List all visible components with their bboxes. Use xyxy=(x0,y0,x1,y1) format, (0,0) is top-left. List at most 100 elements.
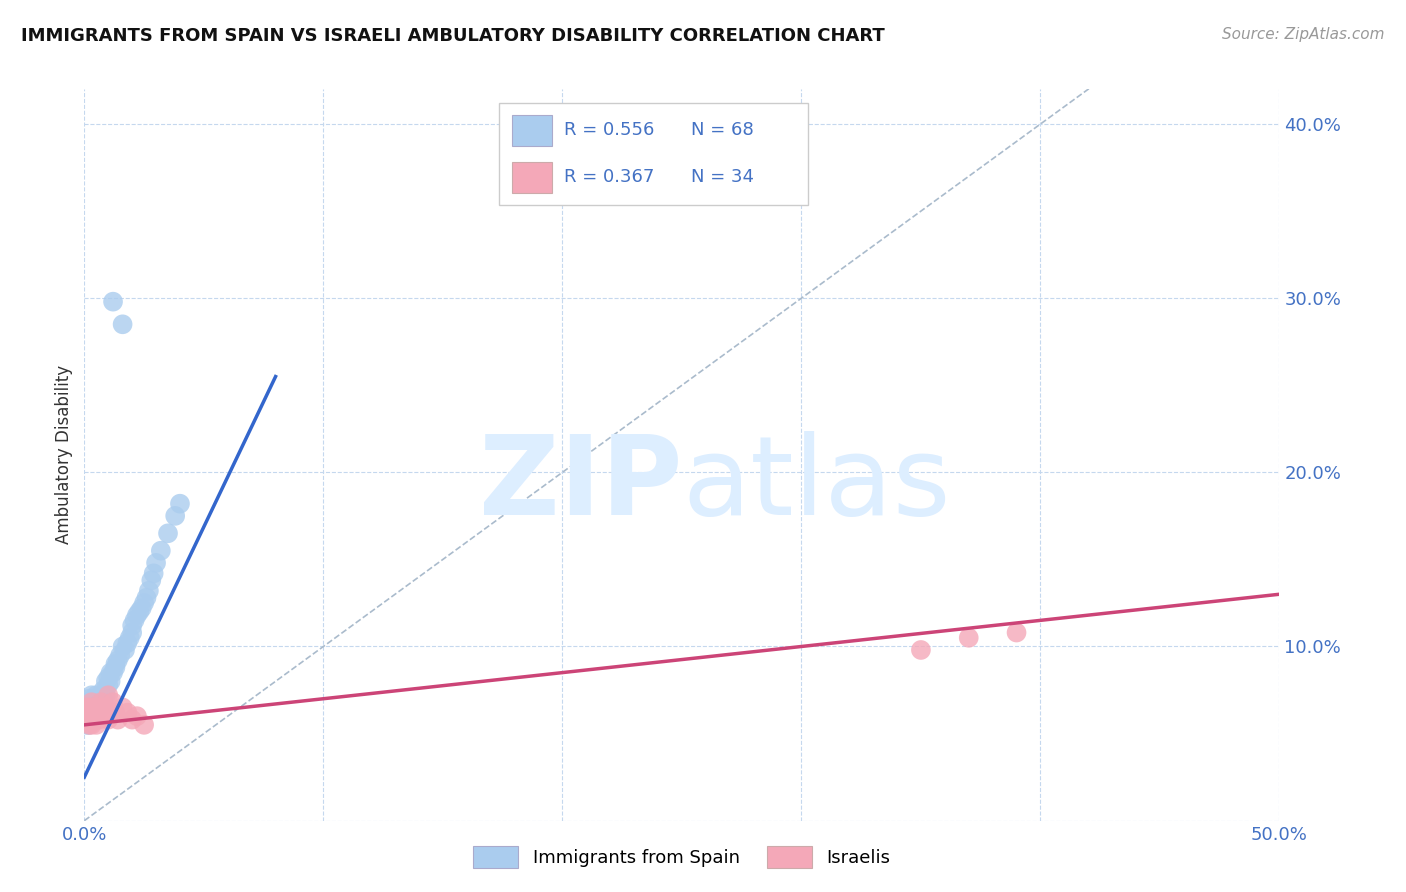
Point xyxy=(80,709,103,723)
Point xyxy=(101,294,124,309)
Point xyxy=(94,674,117,689)
Point xyxy=(135,591,157,605)
Point xyxy=(125,608,148,623)
Point xyxy=(77,709,100,723)
Point xyxy=(149,543,172,558)
Point xyxy=(100,665,122,680)
Point xyxy=(101,695,124,709)
Point xyxy=(80,688,103,702)
Point xyxy=(87,713,110,727)
Point xyxy=(132,718,156,732)
Point xyxy=(83,713,105,727)
Point xyxy=(83,700,105,714)
Point xyxy=(77,713,100,727)
Point xyxy=(84,718,107,732)
Point xyxy=(111,318,134,332)
Point xyxy=(87,695,110,709)
Point xyxy=(121,625,143,640)
Point xyxy=(107,653,129,667)
Point xyxy=(118,631,141,645)
Point xyxy=(142,566,165,581)
Point xyxy=(121,713,143,727)
Point xyxy=(165,508,187,523)
Point xyxy=(77,700,100,714)
Point xyxy=(84,706,107,720)
Point xyxy=(117,706,139,720)
Text: atlas: atlas xyxy=(682,431,950,538)
Point xyxy=(957,631,980,645)
Point xyxy=(114,643,136,657)
Point xyxy=(80,700,103,714)
Point xyxy=(80,718,103,732)
Point xyxy=(77,691,100,706)
Text: ZIP: ZIP xyxy=(478,431,682,538)
Point xyxy=(76,713,98,727)
Point xyxy=(76,718,98,732)
Point xyxy=(111,640,134,654)
Point xyxy=(83,713,105,727)
Point xyxy=(104,657,127,671)
Point xyxy=(77,700,100,714)
Point xyxy=(83,700,105,714)
Point xyxy=(131,601,153,615)
Point xyxy=(76,706,98,720)
Point xyxy=(145,556,167,570)
Point xyxy=(80,713,103,727)
Point xyxy=(107,713,129,727)
Point xyxy=(77,700,100,714)
Point xyxy=(128,605,150,619)
Point xyxy=(77,718,100,732)
Point xyxy=(80,695,103,709)
Point xyxy=(76,695,98,709)
Point xyxy=(77,713,100,727)
Point xyxy=(76,704,98,718)
Point xyxy=(97,688,120,702)
Point xyxy=(124,613,146,627)
Text: N = 68: N = 68 xyxy=(690,121,754,139)
Point xyxy=(97,678,120,692)
Point xyxy=(90,688,112,702)
Point xyxy=(121,618,143,632)
Point xyxy=(90,709,112,723)
Point xyxy=(100,674,122,689)
Point xyxy=(138,583,160,598)
FancyBboxPatch shape xyxy=(512,115,551,145)
Point xyxy=(83,706,105,720)
FancyBboxPatch shape xyxy=(499,103,808,205)
Point xyxy=(111,700,134,714)
Point xyxy=(76,709,98,723)
Point xyxy=(87,700,110,714)
Point xyxy=(125,709,148,723)
Point xyxy=(77,695,100,709)
Point xyxy=(90,695,112,709)
Point xyxy=(76,700,98,714)
Point xyxy=(84,698,107,713)
Point xyxy=(93,683,115,698)
Point xyxy=(80,695,103,709)
Point xyxy=(1005,625,1028,640)
Point xyxy=(117,636,139,650)
Point xyxy=(84,695,107,709)
Point xyxy=(97,713,120,727)
Text: R = 0.556: R = 0.556 xyxy=(564,121,654,139)
Point xyxy=(910,643,932,657)
Point xyxy=(141,574,163,588)
Point xyxy=(84,706,107,720)
Point xyxy=(101,665,124,680)
Point xyxy=(157,526,180,541)
Point xyxy=(104,660,127,674)
Y-axis label: Ambulatory Disability: Ambulatory Disability xyxy=(55,366,73,544)
Point xyxy=(87,691,110,706)
Point xyxy=(90,695,112,709)
Point xyxy=(110,648,132,663)
Point xyxy=(87,700,110,714)
Text: IMMIGRANTS FROM SPAIN VS ISRAELI AMBULATORY DISABILITY CORRELATION CHART: IMMIGRANTS FROM SPAIN VS ISRAELI AMBULAT… xyxy=(21,27,884,45)
Point xyxy=(77,718,100,732)
Point xyxy=(77,709,100,723)
Text: N = 34: N = 34 xyxy=(690,169,754,186)
Text: R = 0.367: R = 0.367 xyxy=(564,169,654,186)
Point xyxy=(97,671,120,685)
Point xyxy=(77,706,100,720)
Point xyxy=(76,713,98,727)
Point xyxy=(94,700,117,714)
